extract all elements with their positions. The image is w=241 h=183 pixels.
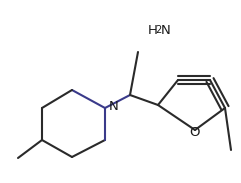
Text: N: N: [109, 100, 119, 113]
Text: O: O: [190, 126, 200, 139]
Text: N: N: [161, 23, 171, 36]
Text: H: H: [148, 23, 158, 36]
Text: 2: 2: [155, 25, 162, 35]
